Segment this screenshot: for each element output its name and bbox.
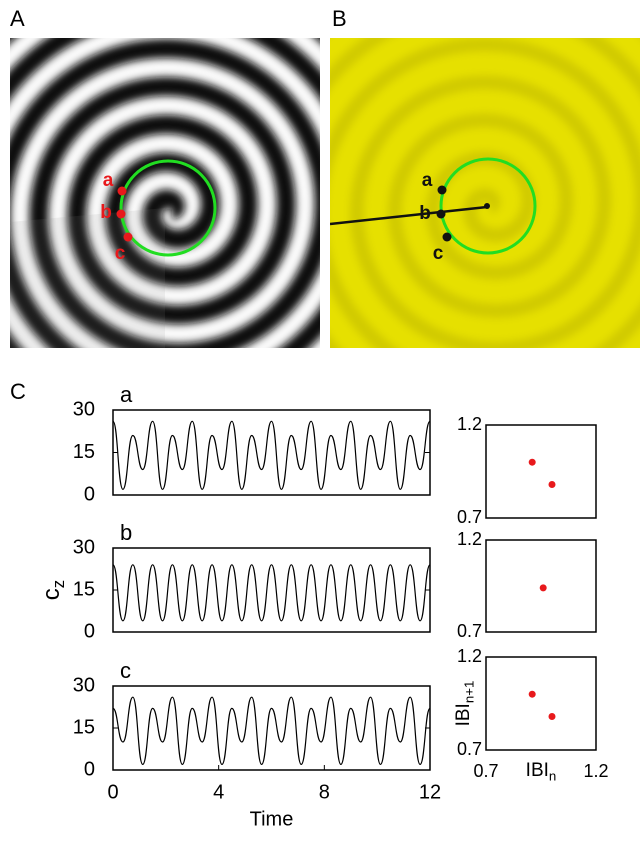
probe-point xyxy=(437,185,447,195)
x-tick-label: 12 xyxy=(419,781,441,803)
x-axis-label-subscript: n xyxy=(549,768,556,783)
y-tick-label: 0.7 xyxy=(457,739,482,759)
plot-frame xyxy=(485,539,597,633)
y-axis-label-subscript: n+1 xyxy=(461,681,476,704)
x-tick-label: 1.2 xyxy=(583,761,608,781)
y-tick-label: 1.2 xyxy=(457,646,482,666)
probe-label: b xyxy=(419,203,431,224)
probe-label: a xyxy=(103,170,114,191)
panel-label: B xyxy=(332,6,347,31)
probe-label: b xyxy=(100,202,112,223)
probe-label: c xyxy=(115,243,126,264)
y-tick-label: 15 xyxy=(73,441,95,463)
time-series xyxy=(112,564,431,622)
subplot-label: b xyxy=(120,520,132,545)
y-tick-label: 1.2 xyxy=(457,414,482,434)
plot-frame xyxy=(485,656,597,751)
y-tick-label: 1.2 xyxy=(457,529,482,549)
y-tick-label: 0.7 xyxy=(457,621,482,641)
panel-label: C xyxy=(10,379,26,404)
plot-frame xyxy=(112,547,431,633)
x-tick-label: 0.7 xyxy=(473,761,498,781)
y-tick-label: 30 xyxy=(73,398,95,420)
x-axis-label-main: IBI xyxy=(526,760,549,781)
scatter-point xyxy=(539,584,547,592)
scatter-point xyxy=(548,713,556,721)
x-axis-label: Time xyxy=(250,808,294,830)
x-tick-label: 0 xyxy=(107,781,118,803)
probe-label: c xyxy=(433,243,444,264)
scatter-point xyxy=(528,458,536,466)
y-axis-label-main: IBI xyxy=(453,703,474,726)
y-axis-label-subscript: z xyxy=(50,580,69,588)
y-tick-label: 30 xyxy=(73,536,95,558)
x-tick-label: 8 xyxy=(319,781,330,803)
y-tick-label: 0.7 xyxy=(457,507,482,527)
probe-point xyxy=(117,186,127,196)
scatter-point xyxy=(548,481,556,489)
panel-label: A xyxy=(10,6,25,31)
orbit-circle xyxy=(439,157,537,255)
plot-frame xyxy=(485,424,597,519)
probe-point xyxy=(436,209,446,219)
y-axis-label: cz xyxy=(38,580,68,600)
y-tick-label: 0 xyxy=(84,620,95,642)
orbit-circle xyxy=(119,159,217,257)
y-tick-label: 15 xyxy=(73,578,95,600)
y-tick-label: 0 xyxy=(84,758,95,780)
probe-label: a xyxy=(422,170,433,191)
probe-point xyxy=(116,209,126,219)
y-tick-label: 0 xyxy=(84,483,95,505)
probe-point xyxy=(442,232,452,242)
scatter-point xyxy=(528,690,536,698)
y-axis-label: IBIn+1 xyxy=(453,681,476,727)
x-axis-label: IBIn xyxy=(526,760,557,783)
time-series xyxy=(112,696,431,766)
subplot-label: a xyxy=(120,382,133,407)
probe-point xyxy=(123,232,133,242)
x-tick-label: 4 xyxy=(213,781,224,803)
time-series xyxy=(112,420,431,490)
y-tick-label: 30 xyxy=(73,674,95,696)
y-tick-label: 15 xyxy=(73,716,95,738)
subplot-label: c xyxy=(120,658,131,683)
y-axis-label-main: c xyxy=(38,588,65,600)
